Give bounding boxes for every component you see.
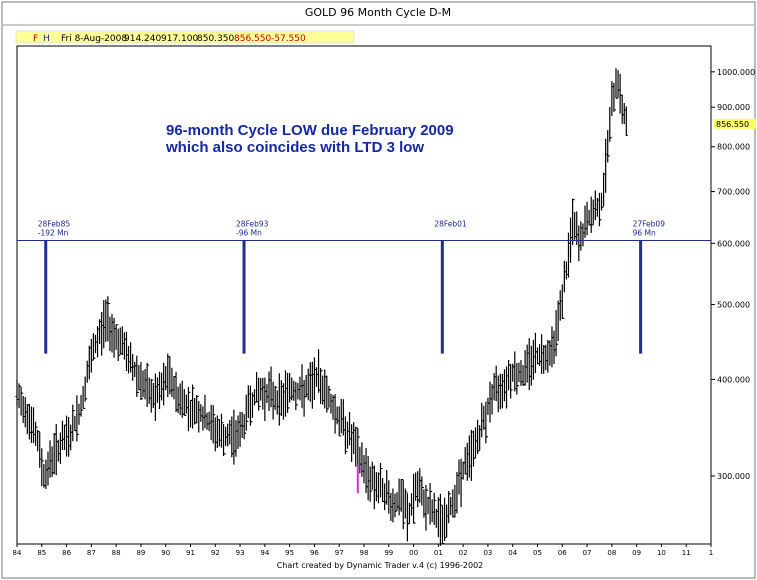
y-tick-label: 700.000 xyxy=(717,188,750,197)
price-series xyxy=(15,68,628,546)
chart-title: GOLD 96 Month Cycle D-M xyxy=(305,6,451,19)
y-tick-label: 900.000 xyxy=(717,103,750,112)
x-tick-label: 10 xyxy=(657,549,666,557)
x-tick-label: 00 xyxy=(409,549,418,557)
x-tick-label: 87 xyxy=(87,549,96,557)
x-tick-label: 99 xyxy=(384,549,393,557)
cycle-marker-date: 28Feb85 xyxy=(38,220,71,229)
annotation-line-1: 96-month Cycle LOW due February 2009 xyxy=(166,122,454,139)
y-tick-label: 600.000 xyxy=(717,239,750,248)
x-tick-label: 97 xyxy=(335,549,344,557)
info-close: 856.550 xyxy=(234,34,271,44)
x-tick-label: 93 xyxy=(236,549,245,557)
close-marker-layer: 856.550 xyxy=(714,118,756,129)
x-tick-label: 86 xyxy=(62,549,71,557)
x-tick-label: 96 xyxy=(310,549,319,557)
info-low: 850.350 xyxy=(197,34,234,44)
x-tick-label: 92 xyxy=(211,549,220,557)
info-bar xyxy=(15,30,355,44)
cycle-marker-sub: -96 Mn xyxy=(236,229,262,238)
cycle-marker-date: 28Feb01 xyxy=(434,220,467,229)
x-tick-label: 95 xyxy=(285,549,294,557)
x-tick-label: 91 xyxy=(186,549,195,557)
cycle-markers: 28Feb85-192 Mn 28Feb93-96 Mn 28Feb01 27Feb0… xyxy=(17,220,711,354)
close-price-marker xyxy=(714,118,756,129)
x-tick-label: 02 xyxy=(459,549,468,557)
x-tick-label: 90 xyxy=(161,549,170,557)
y-tick-label: 500.000 xyxy=(717,301,750,310)
annotation-line-2: which also coincides with LTD 3 low xyxy=(165,139,424,156)
info-change: -57.550 xyxy=(271,34,306,44)
y-tick-label: 800.000 xyxy=(717,143,750,152)
x-tick-label: 84 xyxy=(13,549,22,557)
x-tick-label: 11 xyxy=(682,549,691,557)
x-tick-label: 1 xyxy=(709,549,713,557)
x-tick-label: 88 xyxy=(112,549,121,557)
x-tick-label: 07 xyxy=(583,549,592,557)
x-tick-label: 08 xyxy=(607,549,616,557)
x-tick-label: 94 xyxy=(260,549,269,557)
cycle-marker-sub: 96 Mn xyxy=(633,229,656,238)
x-tick-label: 89 xyxy=(136,549,145,557)
cycle-marker-date: 28Feb93 xyxy=(236,220,269,229)
info-date: Fri 8-Aug-2008 xyxy=(61,34,127,44)
chart-footer: Chart created by Dynamic Trader v.4 (c) … xyxy=(277,561,484,570)
info-high: 917.100 xyxy=(161,34,198,44)
y-axis-ticks: 1000.000 900.000 800.000 700.000 600.000 500.… xyxy=(711,68,755,481)
info-open: 914.240 xyxy=(124,34,161,44)
x-tick-label: 01 xyxy=(434,549,443,557)
x-tick-label: 85 xyxy=(37,549,46,557)
cycle-marker-sub: -192 Mn xyxy=(38,229,69,238)
x-tick-label: 03 xyxy=(483,549,492,557)
y-tick-label: 1000.000 xyxy=(717,68,755,77)
x-tick-label: 06 xyxy=(558,549,567,557)
x-tick-label: 05 xyxy=(533,549,542,557)
x-tick-label: 09 xyxy=(632,549,641,557)
x-tick-label: 04 xyxy=(508,549,517,557)
close-price-label: 856.550 xyxy=(716,120,749,129)
x-tick-label: 98 xyxy=(360,549,369,557)
info-bar-icon-h: H xyxy=(43,34,50,44)
y-tick-label: 400.000 xyxy=(717,375,750,384)
y-tick-label: 300.000 xyxy=(717,472,750,481)
info-bar-icon-f: F xyxy=(33,34,38,44)
x-axis-ticks: 84 85 86 87 88 89 90 91 92 93 94 95 96 97 98 99 00 01 02 03… xyxy=(13,544,713,557)
cycle-marker-date: 27Feb09 xyxy=(633,220,666,229)
